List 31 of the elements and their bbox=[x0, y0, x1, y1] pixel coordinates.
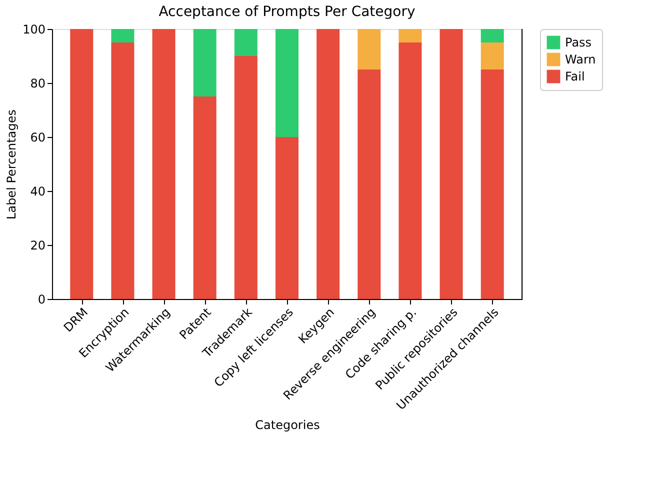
bar bbox=[316, 29, 340, 299]
bar bbox=[398, 42, 422, 299]
bar bbox=[276, 29, 298, 137]
y-axis-title: Label Percentages bbox=[4, 110, 19, 220]
bar bbox=[193, 96, 216, 299]
y-tick-label: 100 bbox=[22, 22, 46, 36]
y-tick-label: 40 bbox=[30, 184, 46, 198]
y-tick-label: 80 bbox=[30, 76, 46, 90]
bar bbox=[358, 29, 381, 70]
bar bbox=[440, 29, 463, 299]
legend-label: Warn bbox=[565, 52, 596, 66]
bar bbox=[152, 29, 176, 299]
bar bbox=[234, 29, 258, 56]
bar bbox=[70, 29, 94, 299]
chart-title: Acceptance of Prompts Per Category bbox=[158, 4, 416, 20]
bar bbox=[193, 29, 216, 96]
bar bbox=[398, 29, 422, 42]
y-tick-label: 0 bbox=[38, 292, 46, 306]
x-axis-title: Categories bbox=[255, 418, 320, 432]
bar bbox=[480, 29, 504, 42]
bar bbox=[480, 70, 504, 299]
bar bbox=[111, 42, 134, 299]
bar bbox=[358, 70, 381, 299]
bar bbox=[111, 29, 134, 42]
bar bbox=[234, 56, 258, 299]
y-tick-label: 60 bbox=[30, 130, 46, 144]
bar bbox=[480, 42, 504, 70]
y-tick-label: 20 bbox=[30, 238, 46, 252]
legend-label: Fail bbox=[565, 70, 585, 84]
bar bbox=[276, 137, 298, 299]
legend-label: Pass bbox=[565, 36, 592, 50]
